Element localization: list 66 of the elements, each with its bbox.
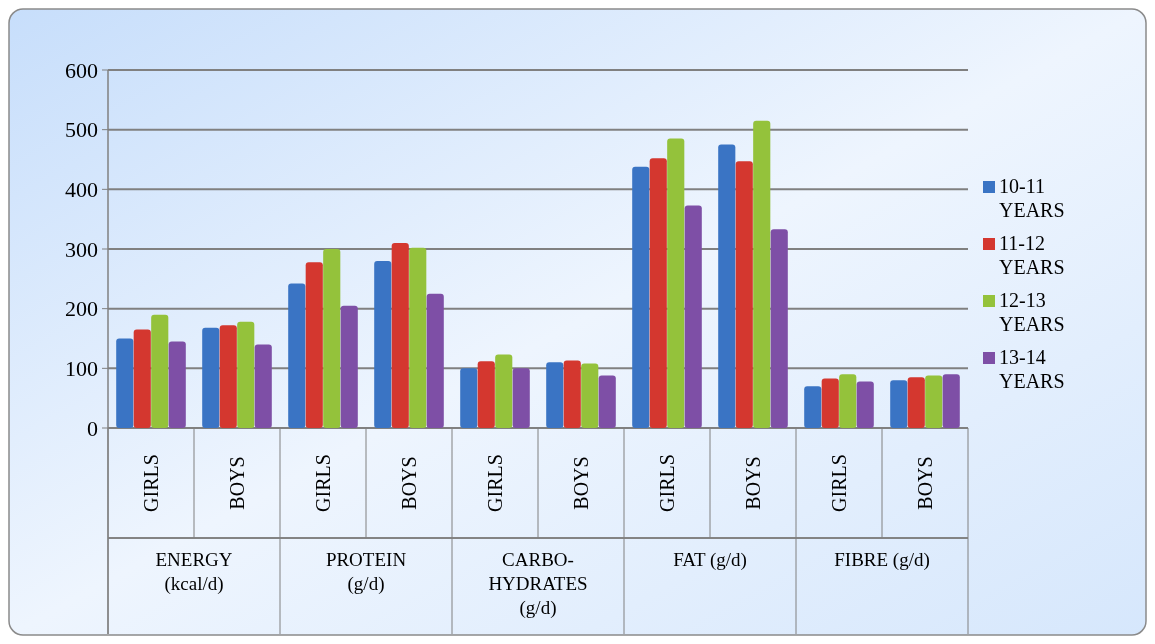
bar (219, 325, 237, 428)
x-tick-label: GIRLS (312, 454, 334, 512)
bar (495, 354, 513, 428)
bar (925, 375, 943, 428)
y-tick-label: 300 (65, 236, 98, 262)
bar (426, 293, 444, 428)
x-tick-label: BOYS (570, 456, 592, 510)
x-tick-label: GIRLS (484, 454, 506, 512)
bar (598, 375, 616, 428)
y-tick-label: 600 (65, 57, 98, 83)
bar (649, 158, 667, 428)
y-tick-label: 200 (65, 296, 98, 322)
bar (581, 363, 599, 428)
bar (202, 327, 220, 428)
bar (323, 249, 341, 428)
bar (770, 229, 788, 428)
y-tick-label: 400 (65, 177, 98, 203)
text: CARBO-HYDRATES (g/d) (488, 549, 588, 619)
x-tick-label: BOYS (914, 456, 936, 510)
text: FIBRE (g/d) (834, 549, 930, 571)
bar (563, 360, 581, 428)
y-tick-label: 500 (65, 117, 98, 143)
bar (890, 380, 908, 428)
bar (477, 361, 495, 428)
legend-label: 10-11 YEARS (999, 175, 1065, 221)
bar (907, 377, 925, 428)
bar (718, 144, 736, 428)
y-tick-label: 0 (87, 415, 98, 441)
bar (735, 161, 753, 428)
bar (839, 374, 857, 428)
bar (460, 368, 478, 428)
text: FAT (g/d) (673, 549, 747, 571)
bar (288, 283, 306, 428)
bar (632, 166, 650, 428)
bar (151, 314, 169, 428)
x-tick-label: BOYS (398, 456, 420, 510)
bar (133, 329, 151, 428)
bar (546, 362, 564, 428)
bar (753, 120, 771, 428)
bar (409, 247, 427, 428)
bar (821, 378, 839, 428)
text: PROTEIN (g/d) (325, 549, 407, 595)
bar (512, 368, 530, 428)
bar (237, 321, 255, 428)
bar (305, 262, 323, 428)
bar (391, 243, 409, 428)
bar (116, 338, 134, 428)
bar (684, 205, 702, 428)
bar (667, 138, 685, 428)
x-tick-label: BOYS (226, 456, 248, 510)
bar (942, 374, 960, 428)
x-tick-label: GIRLS (140, 454, 162, 512)
legend-label: 11-12 YEARS (999, 232, 1065, 278)
bar (340, 305, 358, 428)
x-tick-label: GIRLS (828, 454, 850, 512)
bar (168, 341, 186, 428)
legend-label: 13-14 YEARS (999, 346, 1065, 392)
bar (374, 260, 392, 428)
bar (856, 381, 874, 428)
legend-label: 12-13 YEARS (999, 289, 1065, 335)
x-tick-label: BOYS (742, 456, 764, 510)
bar (254, 344, 272, 428)
y-tick-label: 100 (65, 356, 98, 382)
text: ENERGY (kcal/d) (155, 549, 233, 595)
bar (804, 386, 822, 428)
x-tick-label: GIRLS (656, 454, 678, 512)
